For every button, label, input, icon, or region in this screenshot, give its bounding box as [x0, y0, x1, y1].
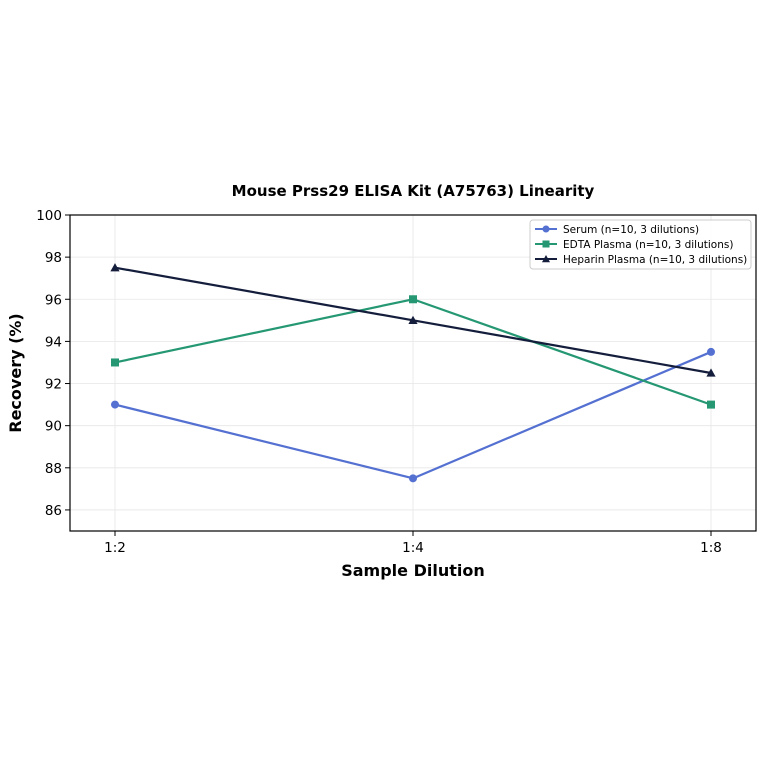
- x-axis-label: Sample Dilution: [341, 561, 485, 580]
- legend-item: Heparin Plasma (n=10, 3 dilutions): [535, 254, 747, 266]
- y-tick-label: 88: [45, 461, 62, 477]
- legend-marker: [542, 225, 550, 233]
- data-point: [707, 347, 715, 356]
- legend-box: [529, 219, 752, 270]
- y-tick-label: 86: [45, 503, 62, 519]
- plot-series: [110, 263, 716, 483]
- y-tick-label: 100: [36, 208, 62, 224]
- legend-marker: [542, 240, 550, 248]
- legend-item: Serum (n=10, 3 dilutions): [535, 224, 699, 236]
- data-point: [408, 315, 418, 325]
- data-point: [110, 263, 120, 272]
- legend-label: Serum (n=10, 3 dilutions): [563, 224, 699, 236]
- y-tick-label: 90: [45, 419, 62, 435]
- y-tick-label: 98: [45, 250, 62, 266]
- y-axis-label: Recovery (%): [6, 313, 25, 432]
- data-point: [111, 358, 119, 367]
- series-2: [110, 263, 716, 377]
- series-0: [111, 347, 715, 483]
- y-tick-label: 96: [45, 292, 62, 308]
- x-tick-label: 1:4: [402, 540, 424, 556]
- legend-label: EDTA Plasma (n=10, 3 dilutions): [563, 239, 733, 251]
- x-tick-label: 1:8: [700, 540, 722, 556]
- data-point: [111, 400, 119, 409]
- series-1: [111, 295, 715, 409]
- y-tick-label: 94: [45, 334, 62, 350]
- x-tick-label: 1:2: [104, 540, 126, 556]
- x-axis-ticks: 1:2 1:4 1:8: [104, 531, 722, 556]
- chart-title: Mouse Prss29 ELISA Kit (A75763) Linearit…: [232, 182, 595, 200]
- data-point: [707, 400, 715, 409]
- legend-label: Heparin Plasma (n=10, 3 dilutions): [563, 254, 747, 266]
- data-point: [409, 295, 417, 304]
- legend-item: EDTA Plasma (n=10, 3 dilutions): [535, 239, 733, 251]
- y-axis-ticks: 86 88 90 92 94 96 98 100: [36, 208, 70, 519]
- legend: Serum (n=10, 3 dilutions) EDTA Plasma (n=…: [529, 219, 752, 270]
- data-point: [706, 368, 716, 377]
- legend-marker: [541, 254, 551, 263]
- y-tick-label: 92: [45, 377, 62, 393]
- data-point: [409, 474, 417, 483]
